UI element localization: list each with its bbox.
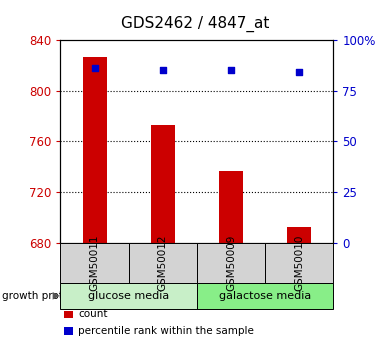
Text: galactose media: galactose media bbox=[219, 291, 311, 301]
Text: GDS2462 / 4847_at: GDS2462 / 4847_at bbox=[121, 16, 269, 32]
Point bbox=[228, 67, 234, 73]
Text: GSM50012: GSM50012 bbox=[158, 235, 168, 291]
Text: glucose media: glucose media bbox=[88, 291, 169, 301]
Text: percentile rank within the sample: percentile rank within the sample bbox=[78, 326, 254, 335]
Point bbox=[91, 66, 98, 71]
Text: count: count bbox=[78, 309, 108, 319]
Bar bbox=[219, 171, 243, 243]
Point bbox=[160, 67, 166, 73]
Bar bbox=[151, 125, 175, 243]
Text: GSM50010: GSM50010 bbox=[294, 235, 304, 291]
Bar bbox=[287, 227, 311, 243]
Text: GSM50009: GSM50009 bbox=[226, 235, 236, 291]
Text: GSM50011: GSM50011 bbox=[90, 235, 99, 291]
Text: growth protocol: growth protocol bbox=[2, 291, 84, 301]
Point bbox=[296, 69, 303, 75]
Bar bbox=[83, 58, 106, 243]
